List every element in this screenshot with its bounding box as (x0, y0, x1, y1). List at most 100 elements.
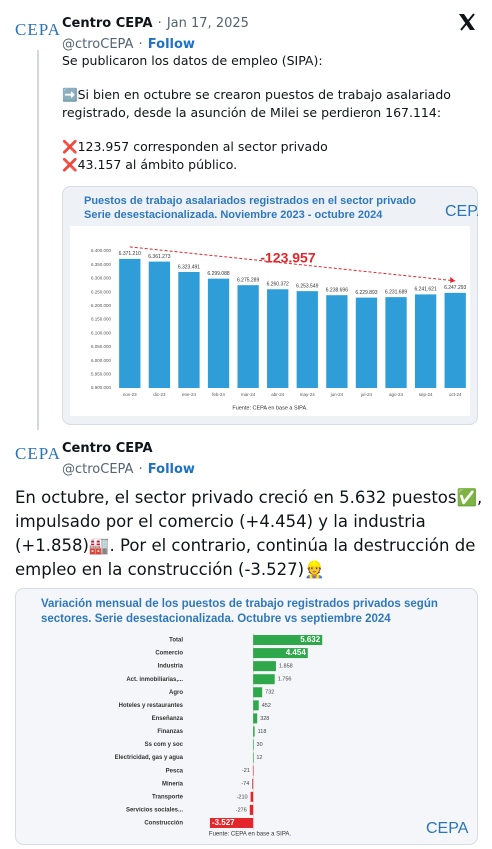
y-tick-label: 6.400.000 (91, 248, 112, 253)
bar (249, 804, 254, 815)
bar (209, 817, 254, 828)
y-tick-label: Act. inmobiliarias,... (126, 677, 183, 683)
bar (253, 700, 259, 711)
y-tick-label: 6.200.000 (91, 303, 112, 308)
bar (385, 297, 407, 388)
arrow-head (450, 276, 456, 283)
y-tick-label: 6.250.000 (91, 289, 112, 294)
y-tick-label: 6.100.000 (91, 330, 112, 335)
value-label: 328 (260, 716, 269, 722)
bar (253, 739, 254, 750)
x-tick-label: jun-24 (330, 392, 344, 397)
separator: · (157, 16, 162, 31)
y-tick-label: 5.900.000 (91, 385, 112, 390)
value-label: 6.275.289 (237, 277, 259, 283)
y-tick-label: Construcción (144, 821, 183, 827)
tweet-header: Centro CEPA · Jan 17, 2025 (62, 12, 249, 31)
bar (253, 726, 255, 737)
chart: Puestos de trabajo asalariados registrad… (62, 186, 478, 425)
bar (414, 294, 437, 388)
y-tick-label: 5.950.000 (91, 371, 112, 376)
bar (253, 661, 276, 672)
value-label: 6.241.621 (415, 287, 437, 293)
value-label: 118 (258, 729, 267, 735)
source: Fuente: CEPA en base a SIPA. (209, 832, 291, 838)
author: Centro CEPA (62, 441, 153, 456)
bar (252, 778, 254, 789)
avatar-logo: CEPA (15, 444, 61, 463)
y-tick-label: Pesca (166, 768, 184, 774)
bar (237, 285, 259, 388)
x-tick-label: oct-24 (449, 392, 462, 397)
value-label: 6.323.491 (178, 264, 200, 270)
value-label: 4.454 (286, 648, 307, 657)
y-tick-label: Industria (158, 664, 184, 670)
value-label: -210 (237, 794, 248, 800)
bar (355, 297, 378, 388)
tweet-header: Centro CEPA (62, 437, 153, 456)
value-label: 6.231.689 (385, 289, 407, 295)
value-label: 6.260.372 (267, 282, 289, 288)
value-label: 732 (265, 690, 274, 696)
bar (296, 291, 318, 388)
x-tick-label: feb-24 (212, 392, 225, 397)
x-tick-label: may-24 (300, 392, 316, 397)
y-tick-label: Hoteles y restaurantes (119, 703, 184, 709)
value-label: 6.361.273 (148, 254, 170, 260)
y-tick-label: Ss com y soc (145, 742, 184, 748)
bar (253, 752, 254, 763)
y-tick-label: Finanzas (157, 729, 183, 735)
separator: · (138, 462, 143, 477)
chart-subtitle: Serie desestacionalizada. Noviembre 2023… (84, 209, 383, 221)
value-label: 6.253.549 (296, 283, 318, 289)
bar (178, 271, 200, 388)
chart-title: Puestos de trabajo asalariados registrad… (84, 195, 416, 207)
value-label: 6.371.210 (119, 251, 141, 257)
source: Fuente: CEPA en base a SIPA. (232, 405, 308, 411)
paragraph: ➡️Si bien en octubre se crearon puestos … (62, 87, 451, 120)
value-label: 12 (256, 755, 262, 761)
bar (119, 258, 141, 388)
value-label: 6.247.293 (444, 285, 466, 291)
x-tick-label: mar-24 (241, 392, 256, 397)
handle-row: @ctroCEPA · Follow (62, 458, 195, 477)
y-tick-label: 6.300.000 (91, 276, 112, 281)
paragraph: Se publicaron los datos de empleo (SIPA)… (62, 53, 323, 68)
bar (253, 713, 258, 724)
tweet-text: Se publicaron los datos de empleo (SIPA)… (62, 52, 482, 174)
value-label: -21 (242, 768, 250, 774)
x-tick-label: ago-24 (389, 392, 404, 397)
author: Centro CEPA (62, 16, 153, 31)
y-tick-label: Electricidad, gas y agua (115, 755, 184, 761)
follow-button[interactable]: Follow (147, 37, 195, 52)
bar (253, 648, 308, 659)
y-tick-label: Total (169, 638, 183, 644)
paragraph: ❌43.157 al ámbito público. (62, 157, 238, 172)
value-label: 6.299.088 (207, 271, 229, 277)
value-label: -74 (241, 781, 249, 787)
bar (252, 765, 254, 776)
tweet-text: En octubre, el sector privado creció en … (15, 488, 483, 579)
y-tick-label: 6.000.000 (91, 358, 112, 363)
bar (253, 635, 323, 645)
separator: · (138, 37, 143, 52)
chart-title: Variación mensual de los puestos de trab… (41, 598, 438, 625)
value-label: 6.229.893 (355, 290, 377, 296)
handle: @ctroCEPA (62, 462, 134, 477)
value-label: 30 (257, 742, 263, 748)
bar (250, 791, 254, 802)
bar (253, 674, 275, 685)
bar (326, 295, 348, 388)
x-tick-label: abr-24 (271, 392, 285, 397)
y-tick-label: Minería (162, 781, 184, 787)
x-logo[interactable] (457, 12, 477, 32)
annotation: -123.957 (260, 250, 315, 266)
brand-logo: CEPA (445, 203, 478, 220)
x-tick-label: sep-24 (419, 392, 433, 397)
y-tick-label: Transporte (152, 794, 184, 800)
bar (148, 261, 171, 388)
follow-button[interactable]: Follow (147, 462, 195, 477)
thread-line (37, 50, 39, 430)
bar (207, 278, 230, 388)
